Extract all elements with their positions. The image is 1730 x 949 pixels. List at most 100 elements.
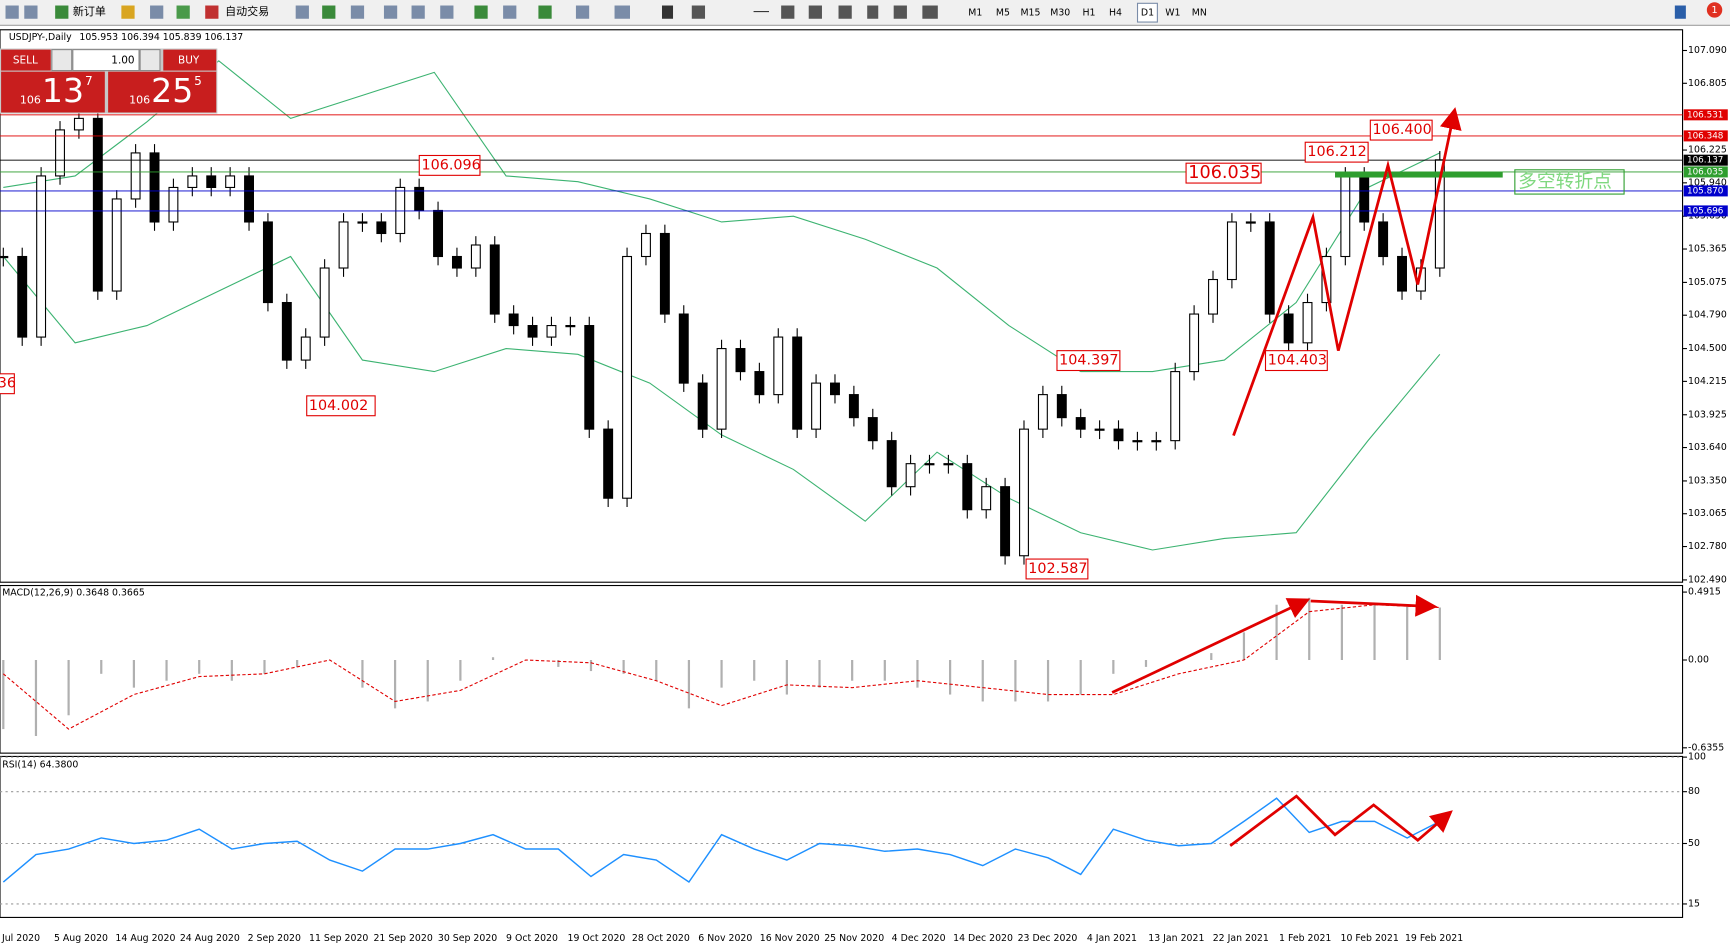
candle [1037,394,1048,430]
macd-bar [361,660,364,688]
timeframe-button[interactable]: D1 [1141,8,1154,19]
macd-bar [1046,660,1050,702]
macd-bar [198,660,201,674]
macd-bar [981,660,984,702]
candle [433,209,444,258]
timeframe-button[interactable]: M1 [968,8,982,19]
timeframe-button[interactable]: M5 [996,8,1010,19]
candle [1019,428,1029,557]
x-tick-label: 14 Aug 2020 [115,933,175,944]
sell-prefix: 106 [20,93,41,106]
timeframe-button[interactable]: H4 [1109,8,1122,19]
chart-ohlc: 105.953 106.394 105.839 106.137 [79,32,243,43]
sell-tab[interactable] [1,49,51,71]
candle [451,255,462,269]
candle [489,244,500,315]
note-box [1514,169,1625,195]
buy-button[interactable] [108,71,217,113]
x-tick-label: 6 Nov 2020 [698,933,752,944]
candle [697,382,708,430]
x-tick-label: 16 Nov 2020 [760,933,820,944]
candle [1378,221,1389,258]
candle [527,325,538,338]
x-tick-label: 10 Feb 2021 [1341,933,1399,944]
timeframe-button[interactable]: W1 [1165,8,1180,19]
main-chart-area [0,29,1684,583]
macd-bar [296,660,299,667]
candle [36,175,47,338]
macd-bar [883,660,886,681]
timeframe-button[interactable]: M15 [1020,8,1040,19]
macd-bar [132,660,136,688]
timeframe-button[interactable]: MN [1192,8,1207,19]
macd-bar [459,660,462,681]
candle [1283,313,1294,344]
rsi-title: RSI(14) 64.3800 [2,760,78,771]
macd-bar [655,660,658,681]
sell-big: 13 [42,71,84,110]
y-tick-label: 0.4915 [1688,587,1721,598]
candle [1151,440,1162,443]
y-tick-label: 105.075 [1688,277,1727,288]
sell-label: SELL [13,55,38,67]
y-tick-label: 106.805 [1688,78,1727,89]
candle [1094,428,1105,431]
x-tick-label: 4 Dec 2020 [892,933,946,944]
rsi-area [0,755,1684,918]
candle [244,175,254,223]
candle [1302,301,1313,344]
candle [735,348,746,373]
y-tick-label: 105.940 [1688,177,1727,188]
candle [1113,428,1124,442]
y-tick-label: 102.490 [1688,574,1727,585]
candle [622,255,633,499]
y-tick-label: 103.065 [1688,508,1727,519]
sell-button[interactable] [1,71,105,113]
candle [319,267,330,338]
macd-bar [818,660,821,688]
y-tick-label: 105.365 [1688,244,1727,255]
macd-bar [785,660,788,695]
macd-bar [687,660,691,709]
macd-bar [1373,604,1376,661]
y-tick-label: 50 [1688,838,1700,849]
candle [584,325,595,430]
lot-input[interactable] [72,49,140,72]
candle [338,221,349,269]
candle [92,117,103,292]
macd-bar [1406,604,1409,661]
note-text: 多空转折点 [1518,170,1612,192]
candle [1075,417,1086,430]
candle [1000,486,1011,557]
candle [640,232,651,258]
timeframe-button[interactable]: H1 [1082,8,1095,19]
notification-badge[interactable] [1706,2,1723,18]
y-tick-label: 103.640 [1688,442,1727,453]
price-annotation-box [306,395,376,417]
timeframe-button[interactable]: M30 [1050,8,1070,19]
x-tick-label: 30 Sep 2020 [438,933,497,944]
x-tick-label: 4 Jan 2021 [1087,933,1137,944]
rsi-chart: 100 80 50 15 [0,752,1706,909]
candle [565,325,576,328]
macd-bar [1210,653,1213,661]
x-tick-label: 9 Oct 2020 [506,933,558,944]
x-tick-label: 21 Sep 2020 [373,933,432,944]
candle [848,394,859,419]
candle [281,301,292,361]
candle [603,428,614,499]
candle [187,175,198,189]
macd-bar [916,660,919,688]
auto-trading-button[interactable]: 自动交易 [225,4,269,18]
macd-bar [949,660,952,695]
candle [111,198,122,292]
buy-tab[interactable] [163,49,217,71]
candle [300,336,311,361]
new-order-button[interactable]: 新订单 [73,4,106,18]
lot-value: 1.00 [111,55,134,67]
candle [1189,313,1200,373]
y-tick-label: 102.780 [1688,541,1727,552]
macd-bar [1112,660,1115,674]
x-tick-label: 22 Jan 2021 [1213,933,1269,944]
